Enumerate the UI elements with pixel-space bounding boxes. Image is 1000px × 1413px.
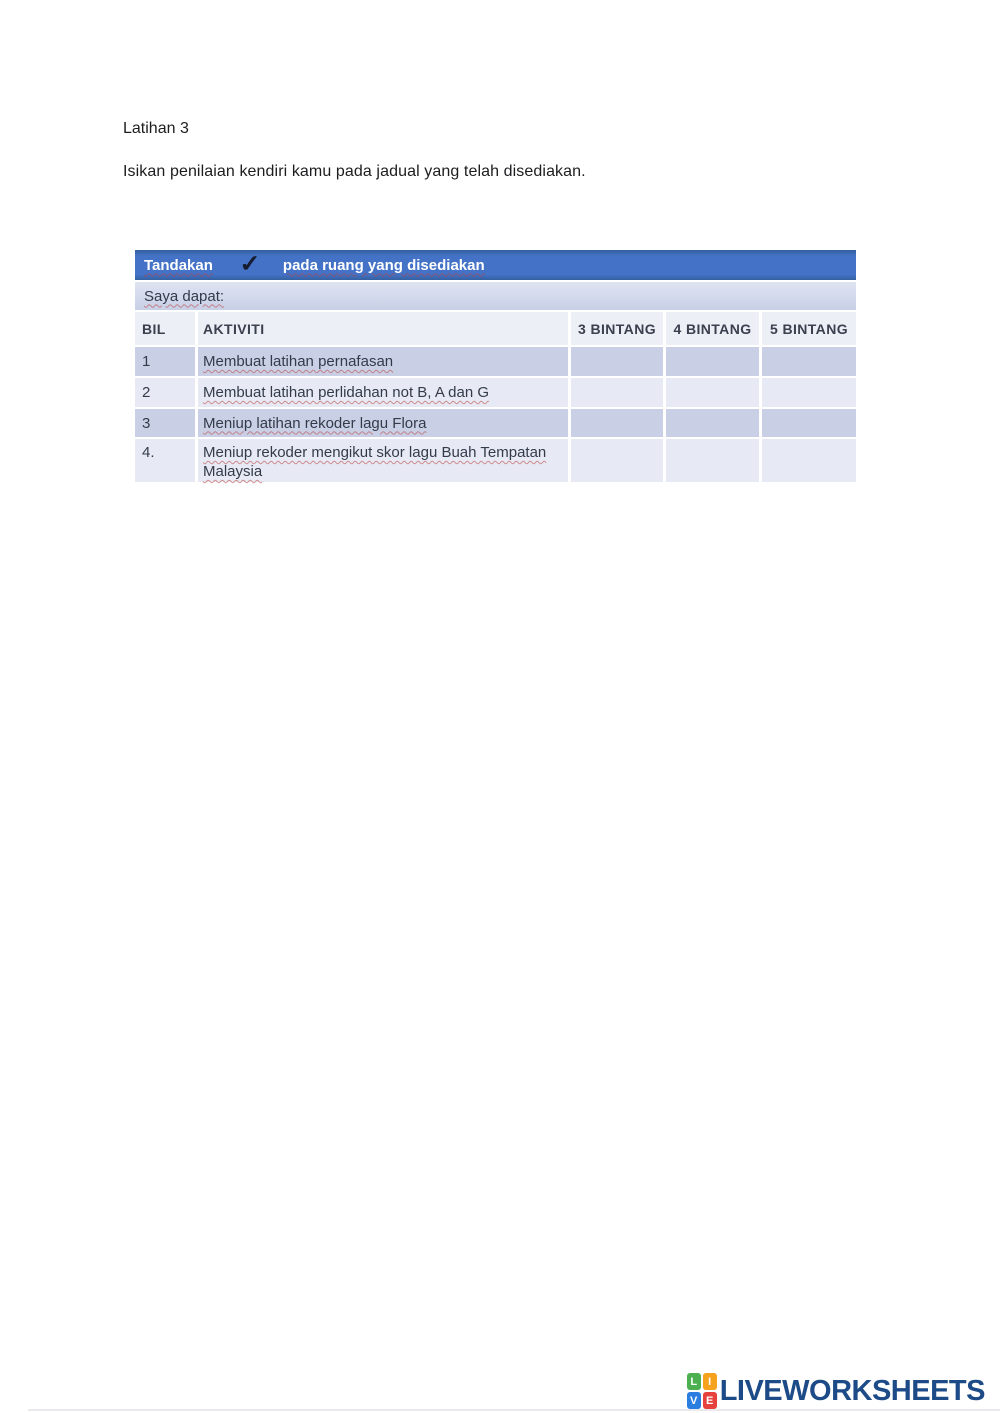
row-number: 1: [135, 347, 195, 376]
row-activity: Meniup rekoder mengikut skor lagu Buah T…: [198, 439, 568, 482]
table-subtitle-row: Saya dapat:: [135, 282, 856, 310]
answer-cell-5bintang[interactable]: [762, 409, 856, 437]
table-row: 1 Membuat latihan pernafasan: [135, 347, 856, 376]
table-row: 4. Meniup rekoder mengikut skor lagu Bua…: [135, 439, 856, 482]
row-activity: Membuat latihan pernafasan: [198, 347, 568, 376]
row-number: 4.: [135, 439, 195, 482]
answer-cell-5bintang[interactable]: [762, 347, 856, 376]
banner-label-prefix: Tandakan: [144, 256, 213, 274]
activity-text: Membuat latihan perlidahan not B, A dan …: [203, 384, 490, 401]
column-header-3bintang: 3 BINTANG: [571, 312, 663, 345]
column-header-5bintang: 5 BINTANG: [762, 312, 856, 345]
logo-square-v: V: [686, 1392, 701, 1409]
answer-cell-3bintang[interactable]: [571, 347, 663, 376]
instruction-text: Isikan penilaian kendiri kamu pada jadua…: [123, 163, 586, 180]
column-header-aktiviti: AKTIVITI: [198, 312, 568, 345]
answer-cell-4bintang[interactable]: [666, 439, 759, 482]
answer-cell-4bintang[interactable]: [666, 347, 759, 376]
table-header-row: BIL AKTIVITI 3 BINTANG 4 BINTANG 5 BINTA…: [135, 312, 856, 345]
answer-cell-3bintang[interactable]: [571, 439, 663, 482]
page-title: Latihan 3: [123, 120, 189, 137]
table-row: 2 Membuat latihan perlidahan not B, A da…: [135, 378, 856, 407]
row-activity: Membuat latihan perlidahan not B, A dan …: [198, 378, 568, 407]
logo-square-i: I: [702, 1373, 717, 1390]
column-header-4bintang: 4 BINTANG: [666, 312, 759, 345]
column-header-bil: BIL: [135, 312, 195, 345]
answer-cell-5bintang[interactable]: [762, 439, 856, 482]
check-icon: ✓: [239, 248, 261, 278]
row-number: 2: [135, 378, 195, 407]
table-row: 3 Meniup latihan rekoder lagu Flora: [135, 409, 856, 437]
activity-text: Membuat latihan pernafasan: [203, 353, 394, 370]
activity-text: Meniup rekoder mengikut skor lagu Buah T…: [203, 444, 547, 480]
answer-cell-4bintang[interactable]: [666, 378, 759, 407]
row-number: 3: [135, 409, 195, 437]
row-activity: Meniup latihan rekoder lagu Flora: [198, 409, 568, 437]
answer-cell-4bintang[interactable]: [666, 409, 759, 437]
logo-square-e: E: [702, 1392, 717, 1409]
liveworksheets-wordmark: LIVEWORKSHEETS: [719, 1374, 986, 1407]
table-subtitle: Saya dapat:: [144, 287, 225, 305]
page-bottom-divider: [28, 1409, 1000, 1411]
self-assessment-table: Tandakan ✓ pada ruang yang disediakan Sa…: [135, 250, 856, 482]
table-banner: Tandakan ✓ pada ruang yang disediakan: [135, 250, 856, 280]
liveworksheets-logo-icon: L I V E: [686, 1373, 717, 1409]
answer-cell-3bintang[interactable]: [571, 378, 663, 407]
answer-cell-5bintang[interactable]: [762, 378, 856, 407]
banner-label-suffix: pada ruang yang disediakan: [282, 256, 485, 274]
logo-square-l: L: [686, 1373, 701, 1390]
answer-cell-3bintang[interactable]: [571, 409, 663, 437]
activity-text: Meniup latihan rekoder lagu Flora: [203, 414, 427, 432]
liveworksheets-logo[interactable]: L I V E LIVEWORKSHEETS: [686, 1373, 986, 1409]
